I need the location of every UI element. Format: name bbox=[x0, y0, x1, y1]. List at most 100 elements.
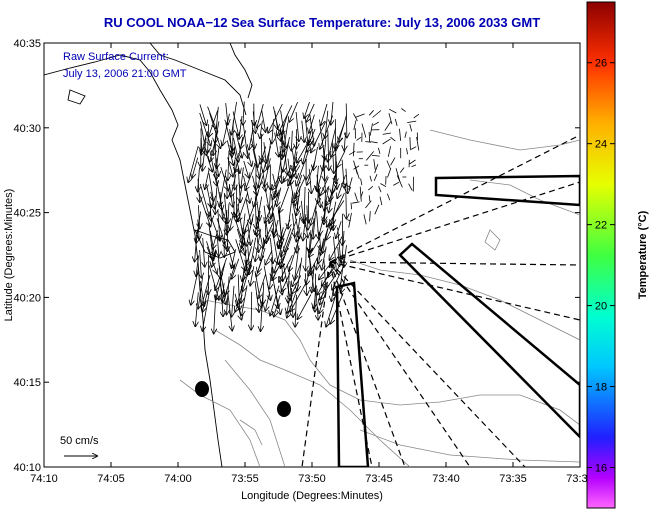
current-vector bbox=[297, 257, 303, 291]
current-vector bbox=[283, 137, 290, 171]
current-vector bbox=[407, 120, 417, 123]
current-vector bbox=[252, 119, 255, 149]
current-vector bbox=[326, 293, 337, 327]
current-vector bbox=[328, 256, 339, 277]
current-vector bbox=[348, 177, 353, 191]
current-vector bbox=[305, 273, 307, 295]
y-tick-label: 40:10 bbox=[13, 462, 41, 474]
current-vector bbox=[217, 237, 218, 256]
current-vector bbox=[255, 228, 262, 261]
current-vector bbox=[355, 113, 365, 118]
current-vector bbox=[327, 200, 345, 227]
current-vector bbox=[382, 132, 391, 135]
current-vector bbox=[232, 111, 238, 135]
current-vector bbox=[263, 146, 272, 172]
current-vector bbox=[233, 137, 239, 162]
y-tick-label: 40:35 bbox=[13, 38, 41, 50]
current-vector bbox=[297, 226, 301, 253]
current-vector bbox=[274, 132, 279, 157]
current-vector bbox=[410, 146, 417, 150]
current-vector bbox=[346, 103, 347, 138]
current-vector bbox=[305, 219, 308, 237]
current-vector bbox=[298, 294, 312, 320]
current-vector bbox=[340, 258, 345, 289]
current-vector bbox=[246, 214, 254, 246]
current-vector bbox=[334, 236, 337, 272]
current-vector bbox=[320, 272, 338, 299]
current-vector bbox=[365, 200, 372, 209]
current-vector bbox=[205, 168, 210, 189]
current-vector bbox=[257, 103, 264, 127]
current-vector bbox=[258, 155, 263, 187]
current-vector bbox=[198, 277, 203, 308]
current-vector bbox=[251, 291, 252, 330]
current-vector bbox=[279, 186, 289, 213]
current-vector bbox=[241, 167, 244, 187]
current-vector bbox=[199, 112, 211, 146]
current-vector bbox=[278, 219, 291, 247]
current-vector bbox=[270, 285, 280, 316]
x-axis-label: Longitude (Degrees:Minutes) bbox=[241, 490, 383, 502]
current-vector bbox=[353, 120, 357, 130]
current-vector bbox=[374, 204, 380, 215]
current-vector bbox=[312, 263, 315, 292]
y-tick-label: 40:20 bbox=[13, 292, 41, 304]
current-vector bbox=[344, 245, 347, 267]
current-vector bbox=[243, 101, 244, 125]
current-vector bbox=[196, 255, 199, 276]
current-vector bbox=[264, 142, 266, 163]
current-vector bbox=[213, 230, 219, 248]
current-vector bbox=[289, 236, 300, 271]
current-vector bbox=[252, 175, 258, 195]
current-vector bbox=[198, 167, 200, 191]
current-vector bbox=[307, 205, 308, 230]
current-vector bbox=[243, 258, 253, 291]
current-vector bbox=[230, 131, 232, 157]
current-vector bbox=[235, 137, 244, 172]
current-vector bbox=[243, 124, 247, 158]
current-vector bbox=[342, 183, 352, 188]
current-vector bbox=[223, 193, 228, 232]
current-vector bbox=[265, 291, 271, 311]
current-vector bbox=[390, 157, 396, 166]
y-tick-label: 40:30 bbox=[13, 123, 41, 135]
current-vector bbox=[318, 238, 325, 264]
colorbar-label: Temperature (°C) bbox=[637, 210, 649, 299]
current-vector bbox=[235, 239, 246, 270]
current-vector bbox=[404, 131, 407, 138]
current-vector bbox=[378, 186, 382, 193]
current-vector bbox=[210, 130, 219, 162]
current-vector bbox=[306, 103, 315, 122]
current-vector bbox=[330, 293, 344, 323]
station-marker bbox=[195, 381, 209, 397]
current-vector bbox=[360, 178, 363, 186]
current-vector bbox=[260, 120, 263, 139]
current-vector bbox=[249, 128, 254, 150]
current-vector bbox=[210, 191, 215, 209]
current-vector bbox=[365, 141, 372, 143]
current-vector bbox=[368, 195, 371, 202]
current-vector bbox=[317, 158, 326, 191]
x-axis: 74:10 74:05 74:00 73:55 73:50 73:45 73:40 73:35… bbox=[30, 43, 594, 485]
station-marker bbox=[277, 401, 291, 417]
current-vector bbox=[331, 101, 333, 125]
current-vector bbox=[379, 196, 383, 206]
current-vector bbox=[361, 123, 367, 138]
current-vector bbox=[380, 183, 387, 187]
current-vector bbox=[365, 151, 375, 161]
y-tick-label: 40:25 bbox=[13, 208, 41, 220]
current-vector bbox=[226, 140, 233, 165]
current-vector bbox=[399, 167, 405, 173]
colorbar-tick-label: 16 bbox=[595, 463, 607, 475]
current-vector bbox=[335, 123, 345, 149]
current-vector bbox=[344, 132, 345, 150]
current-vector bbox=[387, 168, 392, 178]
current-vector bbox=[246, 246, 252, 265]
current-vector bbox=[290, 282, 307, 312]
current-vector bbox=[287, 284, 300, 318]
current-vector bbox=[408, 183, 413, 191]
current-vector bbox=[296, 111, 299, 141]
current-vector bbox=[360, 191, 364, 199]
current-vector bbox=[401, 108, 406, 112]
